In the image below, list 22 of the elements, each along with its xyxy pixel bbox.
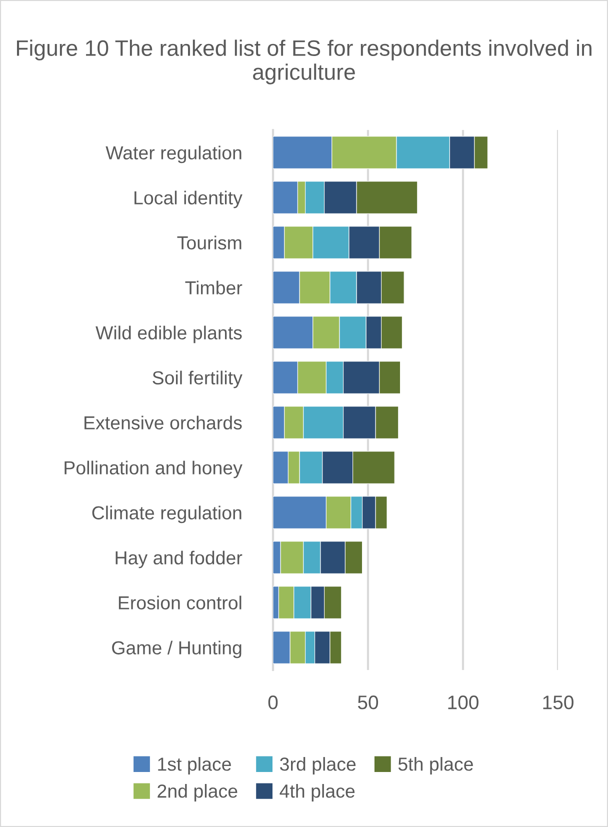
y-tick-label: Timber [185,280,242,294]
y-tick-label: Extensive orchards [84,416,242,430]
legend-label: 5th place [398,757,473,775]
y-tick-label: Local identity [134,190,242,208]
y-tick-label: Wild edible plants [96,326,242,344]
legend-label: 3rd place [280,757,356,775]
x-tick-label: 0 [268,696,278,710]
y-tick-label: Game / Hunting [112,640,242,658]
x-tick-label: 100 [448,696,478,710]
chart-title: Figure 10 The ranked list of ES for respondents involved in agriculture [16,40,592,84]
y-tick-label: Tourism [177,236,242,250]
y-tick-label: Hay and fodder [116,550,242,568]
y-tick-label: Pollination and honey [64,460,242,478]
y-tick-label: Erosion control [118,596,242,610]
legend-label: 2nd place [158,784,238,802]
x-tick-label: 150 [543,696,574,710]
legend-label: 4th place [280,784,355,802]
y-tick-label: Climate regulation [92,506,242,524]
y-tick-label: Soil fertility [152,370,242,388]
y-tick-label: Water regulation [106,146,242,164]
legend-label: 1st place [158,757,231,775]
x-tick-label: 50 [358,696,378,710]
